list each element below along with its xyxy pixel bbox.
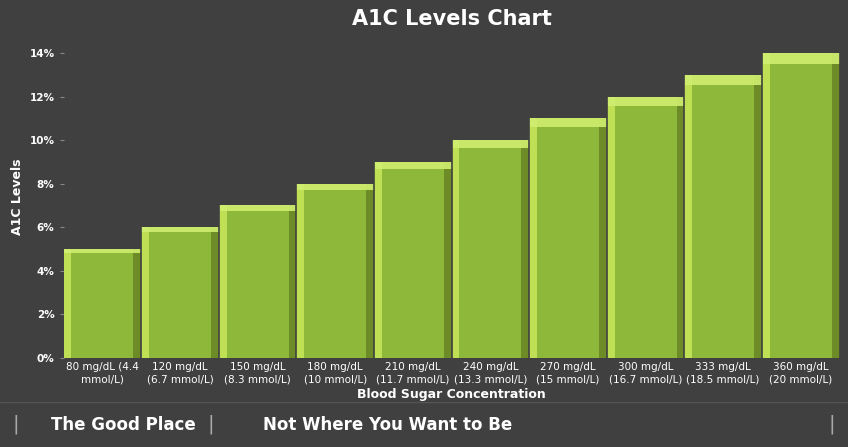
Bar — [211, 227, 219, 358]
Bar — [297, 184, 374, 358]
Bar — [832, 53, 840, 358]
Text: The Good Place: The Good Place — [51, 416, 196, 434]
Bar — [451, 140, 529, 148]
Bar — [64, 249, 141, 253]
Title: A1C Levels Chart: A1C Levels Chart — [352, 8, 551, 29]
Bar — [141, 227, 149, 358]
Bar — [141, 227, 219, 358]
Bar — [451, 140, 460, 358]
Bar — [529, 118, 537, 358]
Bar — [219, 205, 297, 211]
Bar — [607, 97, 684, 358]
Bar — [64, 249, 141, 358]
Bar — [677, 97, 684, 358]
Bar — [444, 162, 451, 358]
Bar — [141, 227, 219, 232]
Bar — [133, 249, 141, 358]
Bar — [754, 75, 762, 358]
Bar — [522, 140, 529, 358]
Bar — [529, 118, 606, 127]
Bar — [64, 249, 71, 358]
Text: |: | — [13, 415, 20, 434]
Y-axis label: A1C Levels: A1C Levels — [11, 158, 24, 235]
Bar — [762, 53, 840, 64]
Bar — [684, 75, 762, 358]
Bar — [374, 162, 382, 358]
X-axis label: Blood Sugar Concentration: Blood Sugar Concentration — [357, 388, 546, 401]
Bar — [297, 184, 374, 190]
Bar — [451, 140, 529, 358]
Text: |: | — [208, 415, 215, 434]
Bar — [607, 97, 615, 358]
Bar — [219, 205, 226, 358]
Bar — [219, 205, 297, 358]
Bar — [297, 184, 304, 358]
Bar — [684, 75, 762, 85]
Bar — [288, 205, 297, 358]
Text: Not Where You Want to Be: Not Where You Want to Be — [263, 416, 512, 434]
Bar — [374, 162, 451, 358]
Bar — [599, 118, 606, 358]
Bar — [529, 118, 606, 358]
Bar — [762, 53, 840, 358]
Bar — [374, 162, 451, 169]
Bar — [762, 53, 770, 358]
Bar — [366, 184, 374, 358]
Bar — [607, 97, 684, 106]
Text: |: | — [828, 415, 835, 434]
Bar — [684, 75, 692, 358]
